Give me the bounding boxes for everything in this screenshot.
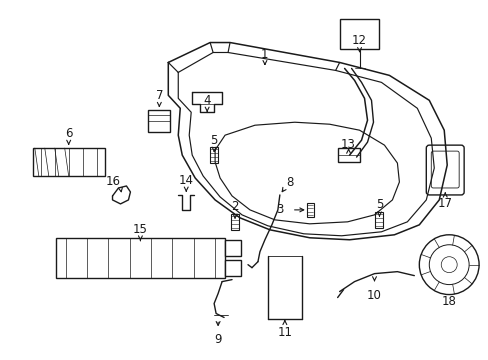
Text: 7: 7	[155, 89, 163, 102]
Bar	[56, 238, 224, 278]
Text: 4: 4	[203, 94, 210, 107]
Text: 6: 6	[65, 127, 72, 140]
Text: 3: 3	[276, 203, 283, 216]
Bar	[148, 110, 170, 132]
Text: 9: 9	[214, 333, 222, 346]
Text: 5: 5	[210, 134, 217, 147]
Text: 17: 17	[437, 197, 452, 210]
Bar	[210, 147, 218, 163]
Text: 18: 18	[441, 295, 456, 308]
Text: 1: 1	[261, 48, 268, 61]
Text: 8: 8	[285, 176, 293, 189]
Bar	[375, 212, 383, 228]
Text: 10: 10	[366, 289, 381, 302]
Bar	[337, 148, 359, 162]
Bar	[306, 203, 313, 217]
Text: 2: 2	[231, 201, 238, 213]
Text: 15: 15	[133, 223, 147, 236]
Text: 16: 16	[106, 175, 121, 189]
Text: 13: 13	[341, 138, 355, 150]
Bar	[230, 214, 239, 230]
Bar	[33, 148, 104, 176]
FancyBboxPatch shape	[430, 151, 458, 188]
Bar	[224, 240, 241, 256]
Text: 14: 14	[178, 174, 193, 186]
Text: 11: 11	[277, 326, 292, 339]
Text: 12: 12	[351, 34, 366, 47]
Bar	[224, 260, 241, 276]
Bar	[339, 19, 379, 49]
FancyBboxPatch shape	[426, 145, 463, 195]
Text: 5: 5	[375, 198, 383, 211]
